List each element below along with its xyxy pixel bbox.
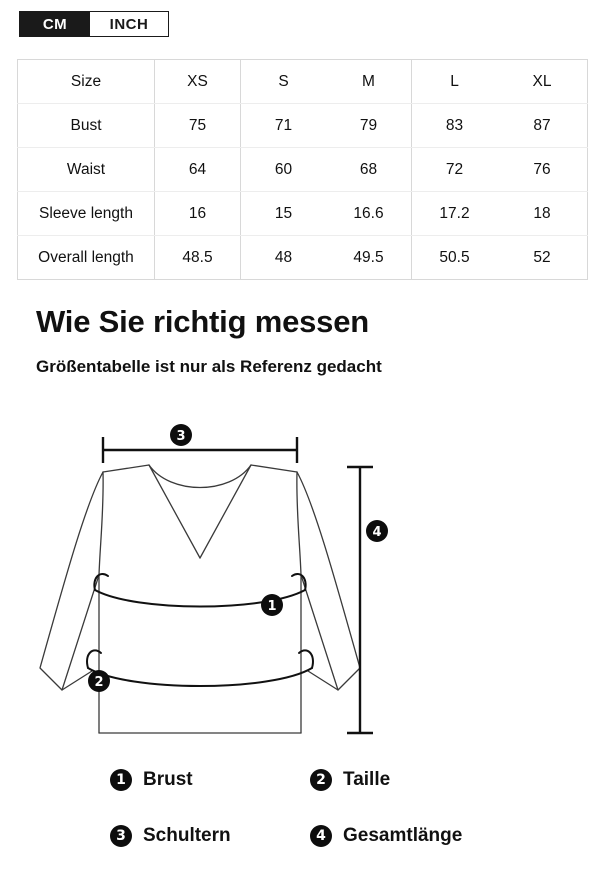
diagram-marker-4: 4 <box>366 520 388 542</box>
size-table: Size XS S M L XL Bust 75 71 79 83 87 Wai… <box>17 59 588 280</box>
garment-outline <box>39 464 361 734</box>
cell-waist-m: 68 <box>326 147 412 192</box>
badge-3-icon: 3 <box>110 825 132 847</box>
cell-bust-s: 71 <box>240 103 326 148</box>
cell-waist-s: 60 <box>240 147 326 192</box>
header-cell-xl: XL <box>497 59 588 104</box>
legend-label-waist: Taille <box>343 769 391 790</box>
cell-bust-l: 83 <box>411 103 497 148</box>
cell-sleeve-xs: 16 <box>154 191 241 236</box>
page-subtitle: Größentabelle ist nur als Referenz gedac… <box>36 357 382 376</box>
header-cell-s: S <box>240 59 326 104</box>
cell-sleeve-xl: 18 <box>497 191 588 236</box>
cell-bust-xl: 87 <box>497 103 588 148</box>
badge-1-icon: 1 <box>110 769 132 791</box>
legend-row-2: 3 Schultern 4 Gesamtlänge <box>0 808 600 864</box>
row-label-waist: Waist <box>17 147 155 192</box>
cell-waist-xl: 76 <box>497 147 588 192</box>
header-cell-xs: XS <box>154 59 241 104</box>
cell-overall-m: 49.5 <box>326 235 412 280</box>
table-row: Sleeve length 16 15 16.6 17.2 18 <box>17 191 588 236</box>
cell-sleeve-s: 15 <box>240 191 326 236</box>
legend-item-shoulders: 3 Schultern <box>110 825 310 847</box>
badge-4-icon: 4 <box>310 825 332 847</box>
legend-item-waist: 2 Taille <box>310 769 390 791</box>
diagram-marker-4-number: 4 <box>372 525 381 540</box>
cell-bust-xs: 75 <box>154 103 241 148</box>
diagram-marker-2: 2 <box>88 670 110 692</box>
measurement-legend: 1 Brust 2 Taille 3 Schultern 4 Gesamtlän… <box>0 752 600 864</box>
legend-label-bust: Brust <box>143 769 193 790</box>
table-header-row: Size XS S M L XL <box>17 59 588 104</box>
cell-overall-xs: 48.5 <box>154 235 241 280</box>
legend-item-bust: 1 Brust <box>110 769 310 791</box>
cell-overall-l: 50.5 <box>439 248 470 266</box>
bust-measure-band <box>93 572 307 608</box>
unit-toggle[interactable]: CM INCH <box>19 11 169 37</box>
waist-measure-band <box>86 649 314 687</box>
legend-label-overall-length: Gesamtlänge <box>343 825 463 846</box>
diagram-marker-3: 3 <box>170 424 192 446</box>
legend-label-shoulders: Schultern <box>143 825 231 846</box>
diagram-marker-1-number: 1 <box>267 599 276 614</box>
header-cell-m: M <box>326 59 412 104</box>
row-label-overall-length: Overall length <box>17 235 155 280</box>
row-label-sleeve-length: Sleeve length <box>17 191 155 236</box>
cell-sleeve-l: 17.2 <box>411 191 497 236</box>
badge-2-icon <box>88 670 110 692</box>
badge-4-icon <box>366 520 388 542</box>
header-cell-l: L <box>411 59 497 104</box>
overall-length-dimension-line <box>347 465 373 735</box>
diagram-marker-1: 1 <box>261 594 283 616</box>
cell-bust-m: 79 <box>326 103 412 148</box>
header-cell-size: Size <box>17 59 155 104</box>
unit-toggle-cm[interactable]: CM <box>20 12 90 36</box>
table-row: Overall length 48.5 48 49.5 50.5 52 <box>17 235 588 280</box>
measurement-diagram: 1 2 3 4 <box>0 400 600 750</box>
page-title: Wie Sie richtig messen <box>36 304 369 339</box>
row-label-bust: Bust <box>17 103 155 148</box>
badge-3-icon <box>170 424 192 446</box>
cell-overall-s: 48 <box>274 248 293 266</box>
unit-toggle-inch[interactable]: INCH <box>90 12 168 36</box>
diagram-marker-2-number: 2 <box>94 675 103 690</box>
shoulders-dimension-line <box>101 437 299 463</box>
badge-1-icon <box>261 594 283 616</box>
cell-waist-xs: 64 <box>154 147 241 192</box>
cell-waist-l: 72 <box>411 147 497 192</box>
table-row: Bust 75 71 79 83 87 <box>17 103 588 148</box>
legend-row-1: 1 Brust 2 Taille <box>0 752 600 808</box>
cell-sleeve-m: 16.6 <box>326 191 412 236</box>
legend-item-overall-length: 4 Gesamtlänge <box>310 825 462 847</box>
table-row: Waist 64 60 68 72 76 <box>17 147 588 192</box>
badge-2-icon: 2 <box>310 769 332 791</box>
diagram-marker-3-number: 3 <box>176 429 185 444</box>
cell-overall-xl: 52 <box>533 248 551 266</box>
